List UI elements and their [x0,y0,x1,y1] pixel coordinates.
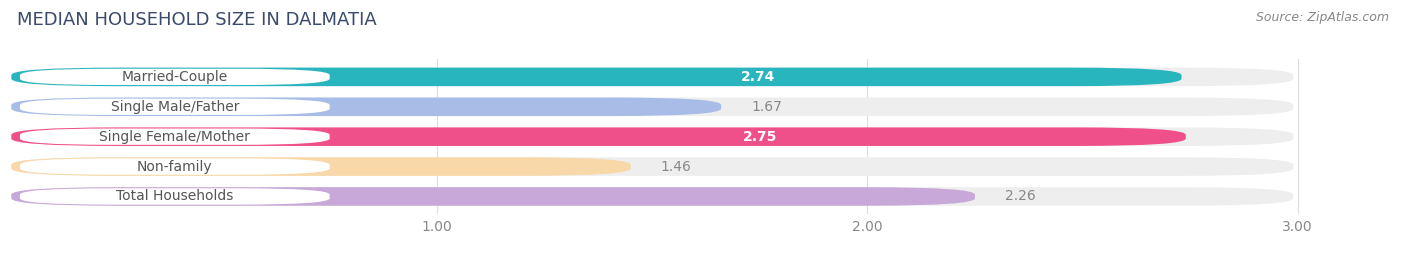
FancyBboxPatch shape [20,188,329,205]
Text: Total Households: Total Households [117,189,233,203]
Text: 1.67: 1.67 [751,100,782,114]
Text: 1.46: 1.46 [661,159,692,174]
FancyBboxPatch shape [11,187,974,206]
FancyBboxPatch shape [20,99,329,115]
FancyBboxPatch shape [11,157,1294,176]
FancyBboxPatch shape [11,98,721,116]
Text: 2.74: 2.74 [741,70,775,84]
Text: Married-Couple: Married-Couple [122,70,228,84]
Text: MEDIAN HOUSEHOLD SIZE IN DALMATIA: MEDIAN HOUSEHOLD SIZE IN DALMATIA [17,11,377,29]
FancyBboxPatch shape [11,127,1185,146]
Text: 2.26: 2.26 [1005,189,1036,203]
Text: Source: ZipAtlas.com: Source: ZipAtlas.com [1256,11,1389,24]
Text: Non-family: Non-family [136,159,212,174]
FancyBboxPatch shape [11,187,1294,206]
FancyBboxPatch shape [11,98,1294,116]
FancyBboxPatch shape [11,127,1294,146]
Text: Single Male/Father: Single Male/Father [111,100,239,114]
Text: Single Female/Mother: Single Female/Mother [100,130,250,144]
FancyBboxPatch shape [20,129,329,145]
Text: 2.75: 2.75 [742,130,778,144]
FancyBboxPatch shape [11,68,1181,86]
FancyBboxPatch shape [11,157,631,176]
FancyBboxPatch shape [11,68,1294,86]
FancyBboxPatch shape [20,158,329,175]
FancyBboxPatch shape [20,69,329,85]
